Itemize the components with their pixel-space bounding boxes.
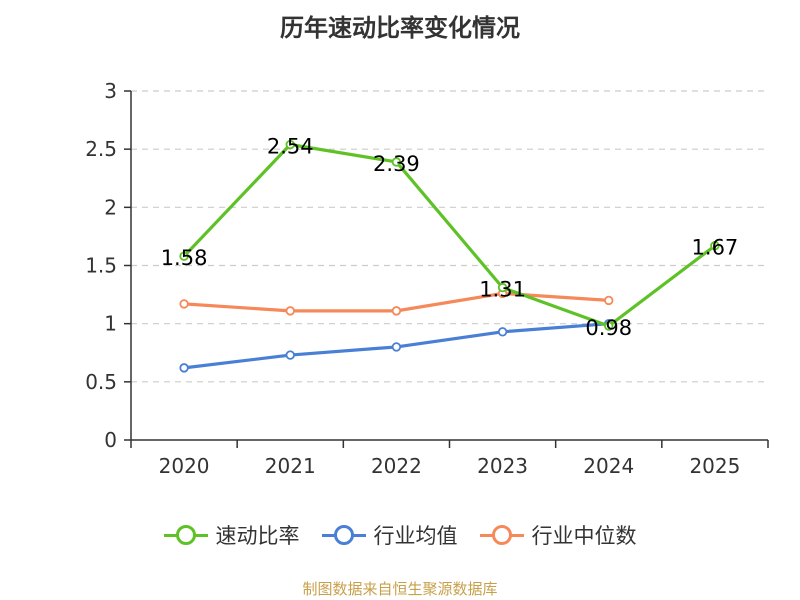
data-point-quick-ratio — [604, 321, 614, 331]
data-point-industry-mean — [179, 363, 189, 373]
source-note: 制图数据来自恒生聚源数据库 — [302, 580, 498, 598]
y-tick-label: 0 — [104, 428, 117, 452]
legend-swatch-industry-mean — [321, 525, 366, 545]
data-point-industry-median — [391, 306, 402, 316]
x-tick-label: 2021 — [265, 454, 316, 478]
data-point-industry-mean — [391, 342, 402, 352]
x-tick-label: 2025 — [689, 454, 740, 478]
data-point-industry-median — [285, 306, 295, 316]
y-tick-label: 2.5 — [85, 137, 117, 161]
legend-label-industry-median: 行业中位数 — [531, 524, 637, 548]
legend-item-quick-ratio[interactable]: 速动比率 — [163, 520, 300, 550]
data-point-industry-median — [604, 295, 614, 306]
legend-item-industry-mean[interactable]: 行业均值 — [321, 520, 458, 550]
data-point-industry-median — [179, 299, 189, 309]
x-tick-label: 2020 — [159, 454, 210, 478]
y-tick-label: 1 — [104, 312, 117, 336]
data-point-quick-ratio — [710, 241, 720, 251]
data-point-quick-ratio — [391, 157, 402, 167]
data-label: 1.31 — [479, 278, 526, 302]
legend-swatch-quick-ratio — [163, 525, 208, 545]
data-label: 1.58 — [161, 246, 208, 270]
data-label: 2.39 — [373, 152, 420, 176]
data-point-quick-ratio — [285, 139, 295, 150]
x-tick-label: 2024 — [583, 454, 634, 478]
y-tick-label: 2 — [104, 195, 117, 219]
legend-item-industry-median[interactable]: 行业中位数 — [479, 520, 637, 550]
y-tick-label: 3 — [104, 79, 117, 103]
legend-swatch-industry-median — [479, 525, 524, 545]
legend-label-quick-ratio: 速动比率 — [215, 524, 300, 548]
data-label: 0.98 — [585, 316, 632, 340]
data-point-quick-ratio — [179, 251, 189, 261]
data-point-quick-ratio — [497, 282, 508, 293]
data-label: 1.67 — [692, 236, 739, 260]
y-tick-label: 0.5 — [85, 370, 117, 394]
series-line-quick-ratio — [182, 142, 716, 328]
x-tick-label: 2023 — [477, 454, 528, 478]
y-tick-label: 1.5 — [85, 254, 117, 278]
data-label: 2.54 — [267, 135, 314, 159]
legend-label-industry-mean: 行业均值 — [373, 524, 458, 548]
legend: 速动比率 行业均值 行业中位数 — [0, 520, 800, 550]
chart-title: 历年速动比率变化情况 — [280, 14, 520, 42]
data-point-industry-mean — [497, 327, 508, 337]
data-point-industry-mean — [285, 350, 295, 360]
x-tick-label: 2022 — [371, 454, 422, 478]
